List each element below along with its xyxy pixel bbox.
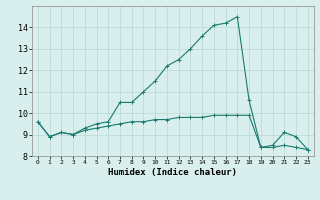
X-axis label: Humidex (Indice chaleur): Humidex (Indice chaleur) [108, 168, 237, 177]
